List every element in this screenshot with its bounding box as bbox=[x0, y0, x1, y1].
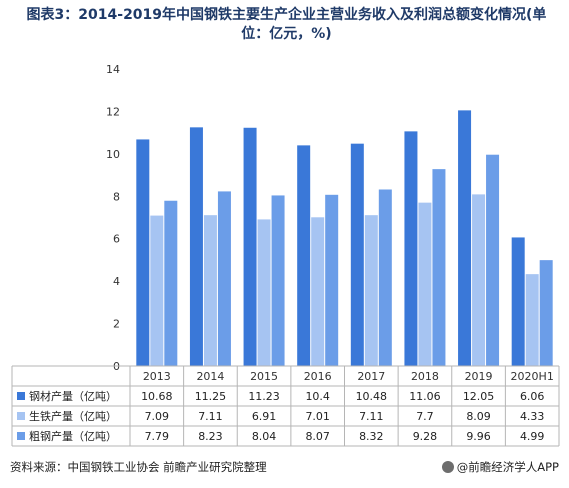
data-label: 4.99 bbox=[520, 430, 545, 443]
x-tick-label: 2014 bbox=[196, 370, 224, 383]
data-label: 7.11 bbox=[359, 410, 384, 423]
brand-label: @前瞻经济学人APP bbox=[441, 459, 559, 475]
data-label: 10.4 bbox=[305, 390, 330, 403]
y-tick-label: 8 bbox=[113, 190, 120, 203]
data-label: 11.25 bbox=[195, 390, 227, 403]
bar bbox=[189, 127, 203, 366]
data-label: 9.96 bbox=[466, 430, 491, 443]
bar bbox=[472, 194, 486, 366]
chart-title: 图表3：2014-2019年中国钢铁主要生产企业主营业务收入及利润总额变化情况(… bbox=[26, 7, 547, 42]
data-label: 7.7 bbox=[416, 410, 434, 423]
data-label: 12.05 bbox=[463, 390, 495, 403]
data-label: 7.01 bbox=[305, 410, 330, 423]
y-tick-label: 10 bbox=[106, 148, 120, 161]
legend-label: 生铁产量（亿吨） bbox=[29, 409, 117, 423]
bar bbox=[203, 215, 217, 366]
legend-swatch bbox=[17, 412, 25, 420]
data-table: 2013 2014 2015 2016 2017 2018 2019 2020H1 钢材产量（亿… bbox=[11, 365, 560, 447]
data-label: 9.28 bbox=[413, 430, 438, 443]
y-tick-label: 4 bbox=[113, 275, 120, 288]
data-label: 6.91 bbox=[252, 410, 277, 423]
legend-swatch bbox=[17, 392, 25, 400]
x-tick-label: 2020H1 bbox=[511, 370, 554, 383]
bar bbox=[539, 260, 553, 366]
bar bbox=[404, 131, 418, 366]
x-tick-label: 2019 bbox=[465, 370, 493, 383]
bar bbox=[243, 127, 257, 366]
y-tick-label: 14 bbox=[106, 63, 120, 76]
data-label: 8.04 bbox=[252, 430, 277, 443]
bar bbox=[525, 274, 539, 366]
bar bbox=[136, 139, 150, 366]
x-tick-label: 2016 bbox=[304, 370, 332, 383]
legend-label: 粗钢产量（亿吨） bbox=[29, 429, 117, 443]
bar bbox=[378, 189, 392, 366]
bar bbox=[271, 195, 285, 366]
brand-text: @前瞻经济学人APP bbox=[456, 460, 559, 474]
data-label: 10.48 bbox=[356, 390, 388, 403]
data-label: 8.07 bbox=[305, 430, 330, 443]
bar bbox=[350, 143, 364, 366]
y-tick-label: 2 bbox=[113, 318, 120, 331]
bar bbox=[150, 215, 164, 366]
bar bbox=[311, 217, 325, 366]
source-note: 资料来源：中国钢铁工业协会 前瞻产业研究院整理 bbox=[10, 460, 267, 474]
bar bbox=[164, 200, 178, 366]
data-label: 8.23 bbox=[198, 430, 223, 443]
data-label: 10.68 bbox=[141, 390, 173, 403]
x-tick-label: 2013 bbox=[143, 370, 171, 383]
bar-series bbox=[136, 110, 553, 366]
data-label: 7.79 bbox=[145, 430, 170, 443]
y-axis: 02468101214 bbox=[106, 63, 120, 373]
brand-logo-icon bbox=[441, 461, 454, 473]
bar bbox=[486, 154, 500, 366]
data-label: 7.09 bbox=[145, 410, 170, 423]
x-tick-label: 2018 bbox=[411, 370, 439, 383]
bar bbox=[511, 237, 525, 366]
legend-swatch bbox=[17, 432, 25, 440]
bar bbox=[297, 145, 311, 366]
data-label: 6.06 bbox=[520, 390, 545, 403]
y-tick-label: 6 bbox=[113, 233, 120, 246]
data-label: 8.32 bbox=[359, 430, 384, 443]
legend-label: 钢材产量（亿吨） bbox=[29, 389, 117, 403]
data-label: 7.11 bbox=[198, 410, 223, 423]
data-label: 11.23 bbox=[248, 390, 280, 403]
bar bbox=[418, 202, 432, 366]
x-tick-label: 2015 bbox=[250, 370, 278, 383]
bar bbox=[217, 191, 231, 366]
x-tick-label: 2017 bbox=[357, 370, 385, 383]
y-tick-label: 12 bbox=[106, 105, 120, 118]
data-label: 4.33 bbox=[520, 410, 545, 423]
bar bbox=[364, 215, 378, 366]
bar bbox=[257, 219, 271, 366]
bar bbox=[325, 194, 339, 366]
data-label: 8.09 bbox=[466, 410, 491, 423]
bar bbox=[458, 110, 472, 366]
bar bbox=[432, 169, 446, 366]
data-label: 11.06 bbox=[409, 390, 441, 403]
